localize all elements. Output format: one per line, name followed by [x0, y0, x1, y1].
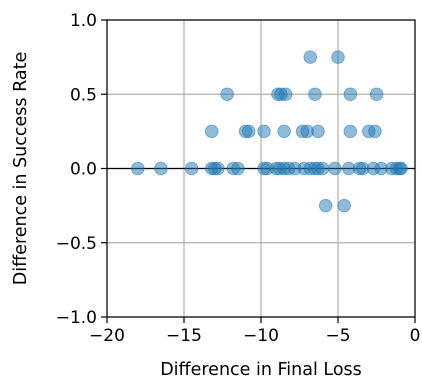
y-axis-label: Difference in Success Rate: [11, 52, 31, 285]
data-point: [328, 161, 342, 176]
x-tick-label: −15: [166, 326, 202, 346]
data-point: [278, 87, 293, 102]
data-point: [154, 161, 168, 176]
y-axis-ticks: −1.0 −0.5 0.0 0.5 1.0: [56, 11, 107, 328]
y-tick-label: 0.0: [70, 160, 97, 180]
y-tick-label: −0.5: [56, 234, 97, 254]
data-point: [331, 50, 345, 64]
data-point: [343, 124, 358, 139]
data-point: [369, 87, 384, 102]
y-tick-label: 1.0: [70, 11, 97, 31]
data-points: [131, 50, 408, 213]
data-point: [131, 161, 145, 176]
x-tick-label: −5: [325, 326, 350, 346]
data-point: [343, 87, 358, 102]
x-tick-label: −20: [89, 326, 125, 346]
data-point: [211, 161, 225, 176]
data-point: [204, 124, 219, 139]
data-point: [315, 161, 330, 176]
data-point: [394, 161, 408, 176]
data-point: [311, 124, 325, 139]
data-point: [231, 161, 245, 176]
data-point: [241, 124, 256, 139]
x-axis-ticks: −20 −15 −10 −5 0: [89, 317, 420, 346]
data-point: [257, 124, 271, 139]
x-axis-label: Difference in Final Loss: [160, 360, 362, 380]
data-point: [308, 87, 322, 102]
x-tick-label: 0: [410, 326, 421, 346]
y-tick-label: 0.5: [70, 85, 97, 105]
data-point: [337, 198, 351, 213]
data-point: [368, 124, 382, 139]
data-point: [277, 124, 291, 139]
data-point: [220, 87, 234, 102]
data-point: [303, 50, 318, 64]
x-tick-label: −10: [243, 326, 279, 346]
data-point: [318, 198, 333, 213]
data-point: [184, 161, 199, 176]
y-tick-label: −1.0: [56, 308, 97, 328]
